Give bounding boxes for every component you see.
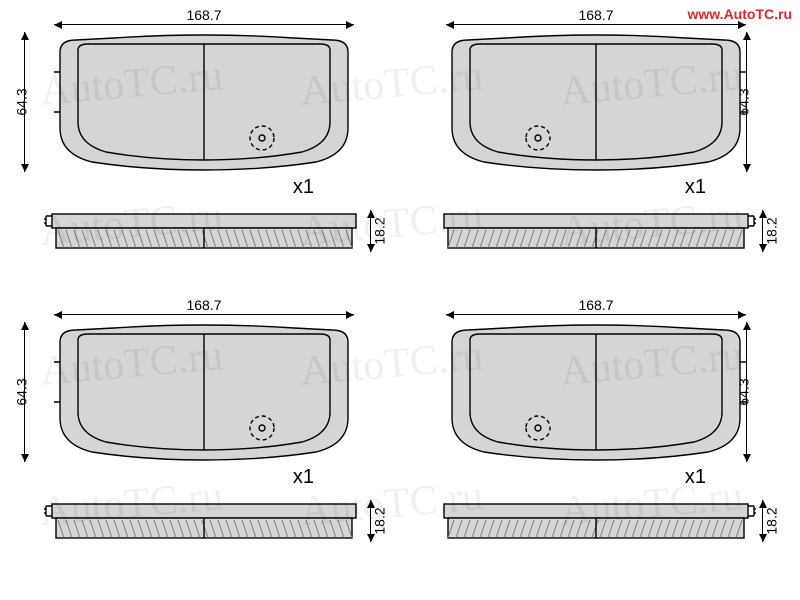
quadrant-bl: 168.7 64.3 x1 18.2 (10, 300, 390, 580)
dim-width-value: 168.7 (574, 7, 617, 23)
dim-height: 64.3 (20, 322, 50, 462)
quadrant-tl: 168.7 64.3 x1 18.2 (10, 10, 390, 290)
dim-thickness-value: 18.2 (372, 217, 388, 244)
qty-label: x1 (54, 176, 354, 198)
quadrant-br: 168.7 64.3 x1 18.2 (402, 300, 782, 580)
brake-pad-face (54, 322, 354, 462)
brake-pad-side (44, 210, 364, 252)
dim-width: 168.7 (54, 300, 354, 318)
dim-width: 168.7 (446, 300, 746, 318)
dim-thickness: 18.2 (758, 500, 784, 542)
dim-height-value: 64.3 (14, 88, 30, 115)
dim-thickness: 18.2 (366, 500, 392, 542)
dim-width-value: 168.7 (182, 297, 225, 313)
brake-pad-face (446, 32, 746, 172)
dim-width: 168.7 (54, 10, 354, 28)
brake-pad-side (436, 210, 756, 252)
qty-label: x1 (54, 466, 354, 488)
brake-pad-side (436, 500, 756, 542)
brake-pad-face (54, 32, 354, 172)
dim-thickness: 18.2 (366, 210, 392, 252)
dim-thickness-value: 18.2 (764, 217, 780, 244)
brake-pad-diagram: www.AutoTC.ru AutoTC.ru AutoTC.ru AutoTC… (0, 0, 800, 600)
dim-thickness-value: 18.2 (764, 507, 780, 534)
dim-width-value: 168.7 (182, 7, 225, 23)
qty-label: x1 (446, 176, 746, 198)
dim-height-value: 64.3 (14, 378, 30, 405)
dim-thickness: 18.2 (758, 210, 784, 252)
watermark-url: www.AutoTC.ru (688, 6, 792, 22)
dim-width-value: 168.7 (574, 297, 617, 313)
quadrant-tr: 168.7 64.3 x1 18.2 (402, 10, 782, 290)
dim-height: 64.3 (20, 32, 50, 172)
dim-height: 64.3 (742, 322, 772, 462)
dim-height: 64.3 (742, 32, 772, 172)
brake-pad-side (44, 500, 364, 542)
brake-pad-face (446, 322, 746, 462)
qty-label: x1 (446, 466, 746, 488)
dim-thickness-value: 18.2 (372, 507, 388, 534)
